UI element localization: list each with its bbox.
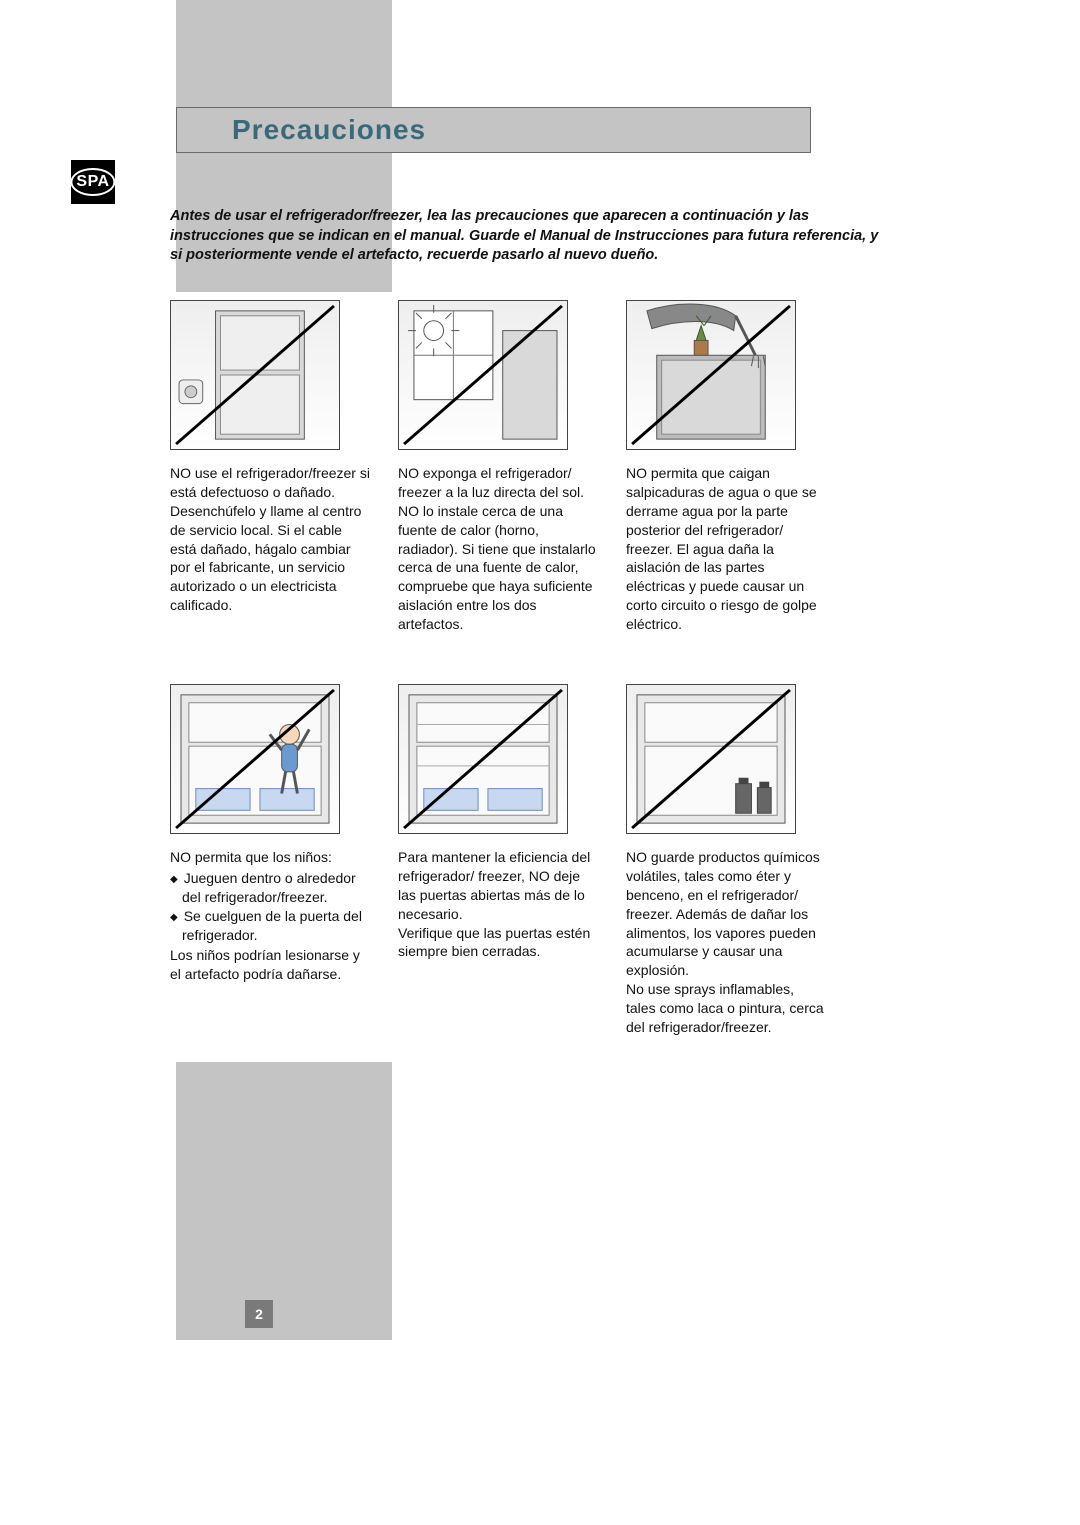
precautions-grid: NO use el refrigerador/freezer si está d… [170,300,830,1037]
illustration-chemicals [626,684,796,834]
precaution-5-text: Para mantener la eficiencia del refriger… [398,848,598,961]
title-bar-left [177,108,217,152]
title-bar: Precauciones [176,107,811,153]
precaution-4-bullet-2: Se cuelguen de la puerta del refrigerado… [182,907,370,945]
precaution-1-text: NO use el refrigerador/freezer si está d… [170,464,370,615]
page-number-text: 2 [255,1306,263,1322]
precaution-4-bullet-1: Jueguen dentro o alrededor del refrigera… [182,869,370,907]
page-number: 2 [245,1300,273,1328]
illustration-water [626,300,796,450]
manual-page: SPA Precauciones Antes de usar el refrig… [0,0,1080,1525]
precaution-4-lead: NO permita que los niños: [170,848,370,867]
illustration-children [170,684,340,834]
precaution-6-text: NO guarde productos químicos volátiles, … [626,848,826,1037]
precaution-5: Para mantener la eficiencia del refriger… [398,684,598,1037]
language-badge-text: SPA [70,168,115,196]
precaution-4: NO permita que los niños: Jueguen dentro… [170,684,370,1037]
illustration-doors [398,684,568,834]
precaution-3-text: NO permita que caigan salpicaduras de ag… [626,464,826,634]
precaution-1: NO use el refrigerador/freezer si está d… [170,300,370,634]
illustration-sunlight [398,300,568,450]
precaution-4-bullets: Jueguen dentro o alrededor del refrigera… [170,869,370,945]
page-title: Precauciones [232,114,426,146]
precaution-4-text: NO permita que los niños: Jueguen dentro… [170,848,370,984]
precaution-2-text: NO exponga el refrigerador/ freezer a la… [398,464,598,634]
precaution-3: NO permita que caigan salpicaduras de ag… [626,300,826,634]
illustration-damaged [170,300,340,450]
precaution-6: NO guarde productos químicos volátiles, … [626,684,826,1037]
language-badge: SPA [71,160,115,204]
precaution-4-tail: Los niños podrían lesionarse y el artefa… [170,946,370,984]
intro-paragraph: Antes de usar el refrigerador/freezer, l… [170,207,890,266]
precaution-2: NO exponga el refrigerador/ freezer a la… [398,300,598,634]
